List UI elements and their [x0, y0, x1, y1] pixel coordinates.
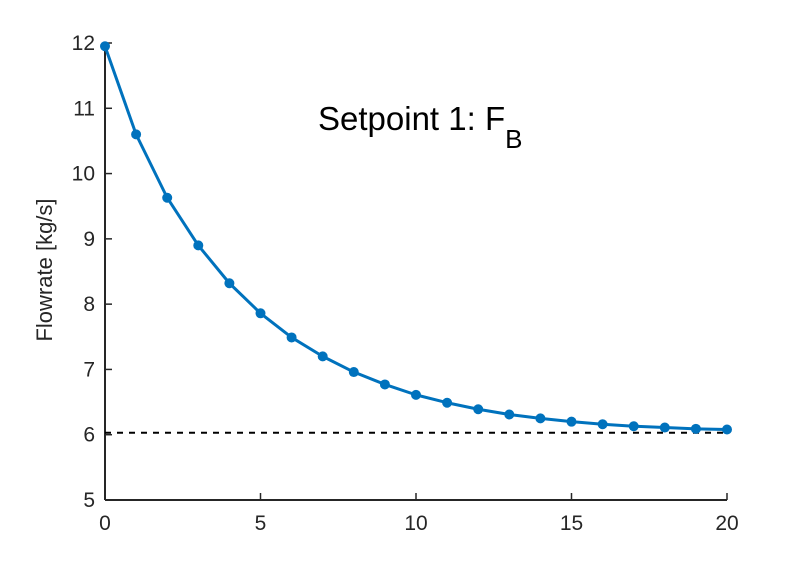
data-point	[100, 41, 110, 52]
data-point	[473, 404, 484, 415]
data-point	[193, 240, 204, 251]
data-point	[224, 278, 235, 289]
data-point	[379, 379, 390, 390]
data-point	[411, 389, 421, 400]
data-point	[317, 351, 328, 362]
data-point	[597, 419, 608, 430]
annotation-subscript: B	[505, 124, 522, 154]
y-tick-label: 11	[73, 97, 95, 120]
data-point	[566, 416, 577, 427]
data-point	[162, 192, 173, 203]
data-point	[286, 332, 297, 343]
x-tick-label: 0	[99, 512, 111, 535]
data-point	[722, 424, 732, 435]
y-tick-label: 5	[83, 489, 95, 512]
setpoint-annotation: Setpoint 1: FB	[318, 100, 522, 154]
flowrate-series	[100, 41, 732, 435]
y-axis-label: Flowrate [kg/s]	[32, 198, 57, 341]
x-tick-label: 20	[715, 512, 738, 535]
data-point	[535, 413, 546, 424]
annotation-main: Setpoint 1: F	[318, 100, 505, 137]
y-tick-label: 7	[83, 358, 95, 381]
x-tick-label: 15	[560, 512, 583, 535]
y-tick-label: 8	[83, 293, 95, 316]
y-tick-label: 10	[72, 163, 95, 186]
y-tick-label: 9	[83, 228, 95, 251]
data-point	[628, 421, 639, 432]
data-point	[690, 423, 701, 434]
y-tick-label: 6	[83, 424, 95, 447]
data-point	[504, 409, 515, 420]
x-tick-label: 5	[255, 512, 267, 535]
data-point	[131, 129, 142, 140]
y-tick-label: 12	[72, 32, 95, 55]
data-point	[255, 308, 266, 319]
data-point	[348, 367, 359, 378]
data-point	[442, 397, 453, 408]
data-point	[659, 422, 670, 433]
x-tick-label: 10	[404, 512, 427, 535]
